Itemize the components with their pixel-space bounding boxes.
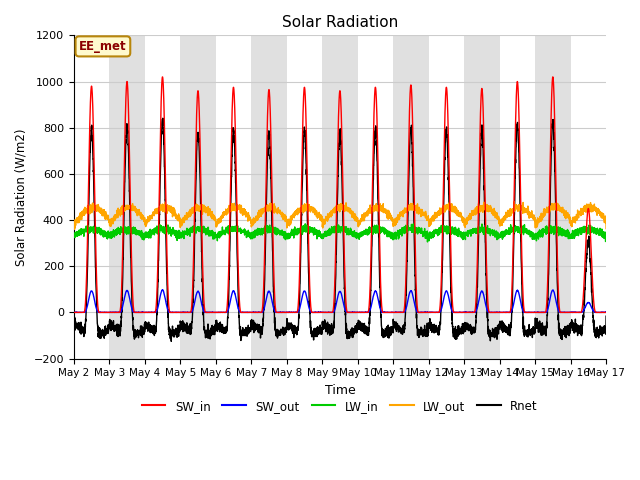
Y-axis label: Solar Radiation (W/m2): Solar Radiation (W/m2) [15, 128, 28, 266]
Bar [180, 36, 216, 359]
Bar [322, 36, 358, 359]
Bar [535, 36, 571, 359]
Text: EE_met: EE_met [79, 40, 127, 53]
X-axis label: Time: Time [324, 384, 355, 397]
Bar [109, 36, 145, 359]
Legend: SW_in, SW_out, LW_in, LW_out, Rnet: SW_in, SW_out, LW_in, LW_out, Rnet [137, 395, 543, 417]
Bar [464, 36, 500, 359]
Bar [252, 36, 287, 359]
Bar [393, 36, 429, 359]
Title: Solar Radiation: Solar Radiation [282, 15, 398, 30]
